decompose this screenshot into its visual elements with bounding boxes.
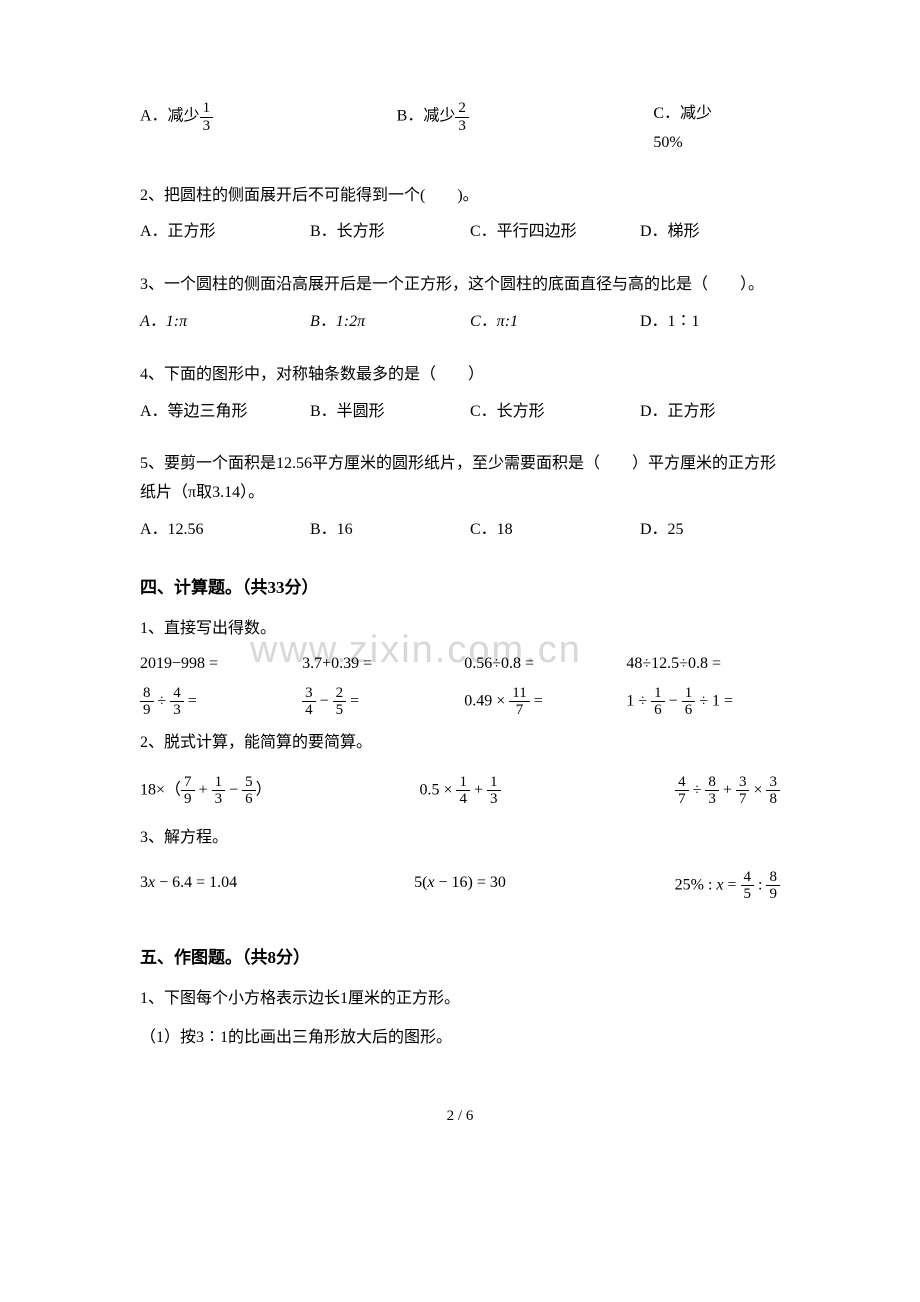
frac-den: 3 [455,118,469,135]
q1-optA-frac: 13 [200,100,214,134]
q1-optB-text: B．减少 [397,108,456,125]
frac-den: 3 [200,118,214,135]
q5-text: 5、要剪一个面积是12.56平方厘米的圆形纸片，至少需要面积是（ ）平方厘米的正… [140,450,780,508]
q5-options: A．12.56 B．16 C．18 D．25 [140,516,780,545]
section4-sub1: 1、直接写出得数。 [140,615,780,644]
section4-title: 四、计算题。（共33分） [140,573,780,604]
calc-r1c4: 48÷12.5÷0.8 = [626,650,780,679]
section5-sub1: 1、下图每个小方格表示边长1厘米的正方形。 [140,985,780,1014]
q5-option-a: A．12.56 [140,516,310,545]
calc-row4: 3x − 6.4 = 1.04 5(x − 16) = 30 25% : x =… [140,869,780,903]
q1-option-b: B．减少23 [397,100,614,158]
q1-optB-frac: 23 [455,100,469,134]
q4-text: 4、下面的图形中，对称轴条数最多的是（ ） [140,361,780,390]
calc-r2c2: 34 − 25 = [302,685,456,719]
q2-options: A．正方形 B．长方形 C．平行四边形 D．梯形 [140,218,780,247]
q5-option-d: D．25 [640,516,780,545]
calc-r2c1: 89 ÷ 43 = [140,685,294,719]
q3-option-d: D．1∶1 [640,308,780,337]
q2-option-d: D．梯形 [640,218,780,247]
q4-option-b: B．半圆形 [310,398,470,427]
q3-option-a: A．1:π [140,308,310,337]
q1-optC-text: C．减少50% [653,105,712,151]
q4-option-d: D．正方形 [640,398,780,427]
calc-r2c3: 0.49 × 117 = [464,685,618,719]
frac-num: 2 [455,100,469,118]
q4-options: A．等边三角形 B．半圆形 C．长方形 D．正方形 [140,398,780,427]
q1-option-c: C．减少50% [653,100,740,158]
section4-sub3: 3、解方程。 [140,824,780,853]
calc-r1c3: 0.56÷0.8 = [464,650,618,679]
q3-option-c: C．π:1 [470,308,640,337]
calc-r3c2: 0.5 × 14 + 13 [358,774,563,808]
section5-title: 五、作图题。（共8分） [140,943,780,974]
calc-row3: 18×（79 + 13 − 56） 0.5 × 14 + 13 47 ÷ 83 … [140,774,780,808]
q5-option-b: B．16 [310,516,470,545]
calc-r1c2: 3.7+0.39 = [302,650,456,679]
q2-option-a: A．正方形 [140,218,310,247]
page-footer: 2 / 6 [140,1103,780,1130]
calc-r1c1: 2019−998 = [140,650,294,679]
calc-r2c4: 1 ÷ 16 − 16 ÷ 1 = [626,685,780,719]
section5-sub1-1: （1）按3∶1的比画出三角形放大后的图形。 [140,1024,780,1053]
q1-options: A．减少13 B．减少23 C．减少50% [140,100,780,158]
q2-option-c: C．平行四边形 [470,218,640,247]
calc-r3c1: 18×（79 + 13 − 56） [140,774,345,808]
calc-row1: 2019−998 = 3.7+0.39 = 0.56÷0.8 = 48÷12.5… [140,650,780,679]
q1-option-a: A．减少13 [140,100,357,158]
section4-sub2: 2、脱式计算，能简算的要简算。 [140,729,780,758]
calc-r4c3: 25% : x = 45 : 89 [575,869,780,903]
q3-options: A．1:π B．1:2π C．π:1 D．1∶1 [140,308,780,337]
q4-option-a: A．等边三角形 [140,398,310,427]
calc-r4c1: 3x − 6.4 = 1.04 [140,869,345,903]
q3-option-b: B．1:2π [310,308,470,337]
frac-num: 1 [200,100,214,118]
q4-option-c: C．长方形 [470,398,640,427]
q1-optA-text: A．减少 [140,108,200,125]
q2-text: 2、把圆柱的侧面展开后不可能得到一个( )。 [140,182,780,211]
calc-row2: 89 ÷ 43 = 34 − 25 = 0.49 × 117 = 1 ÷ 16 … [140,685,780,719]
q5-option-c: C．18 [470,516,640,545]
calc-r4c2: 5(x − 16) = 30 [358,869,563,903]
q3-text: 3、一个圆柱的侧面沿高展开后是一个正方形，这个圆柱的底面直径与高的比是（ ）。 [140,271,780,300]
calc-r3c3: 47 ÷ 83 + 37 × 38 [575,774,780,808]
q2-option-b: B．长方形 [310,218,470,247]
